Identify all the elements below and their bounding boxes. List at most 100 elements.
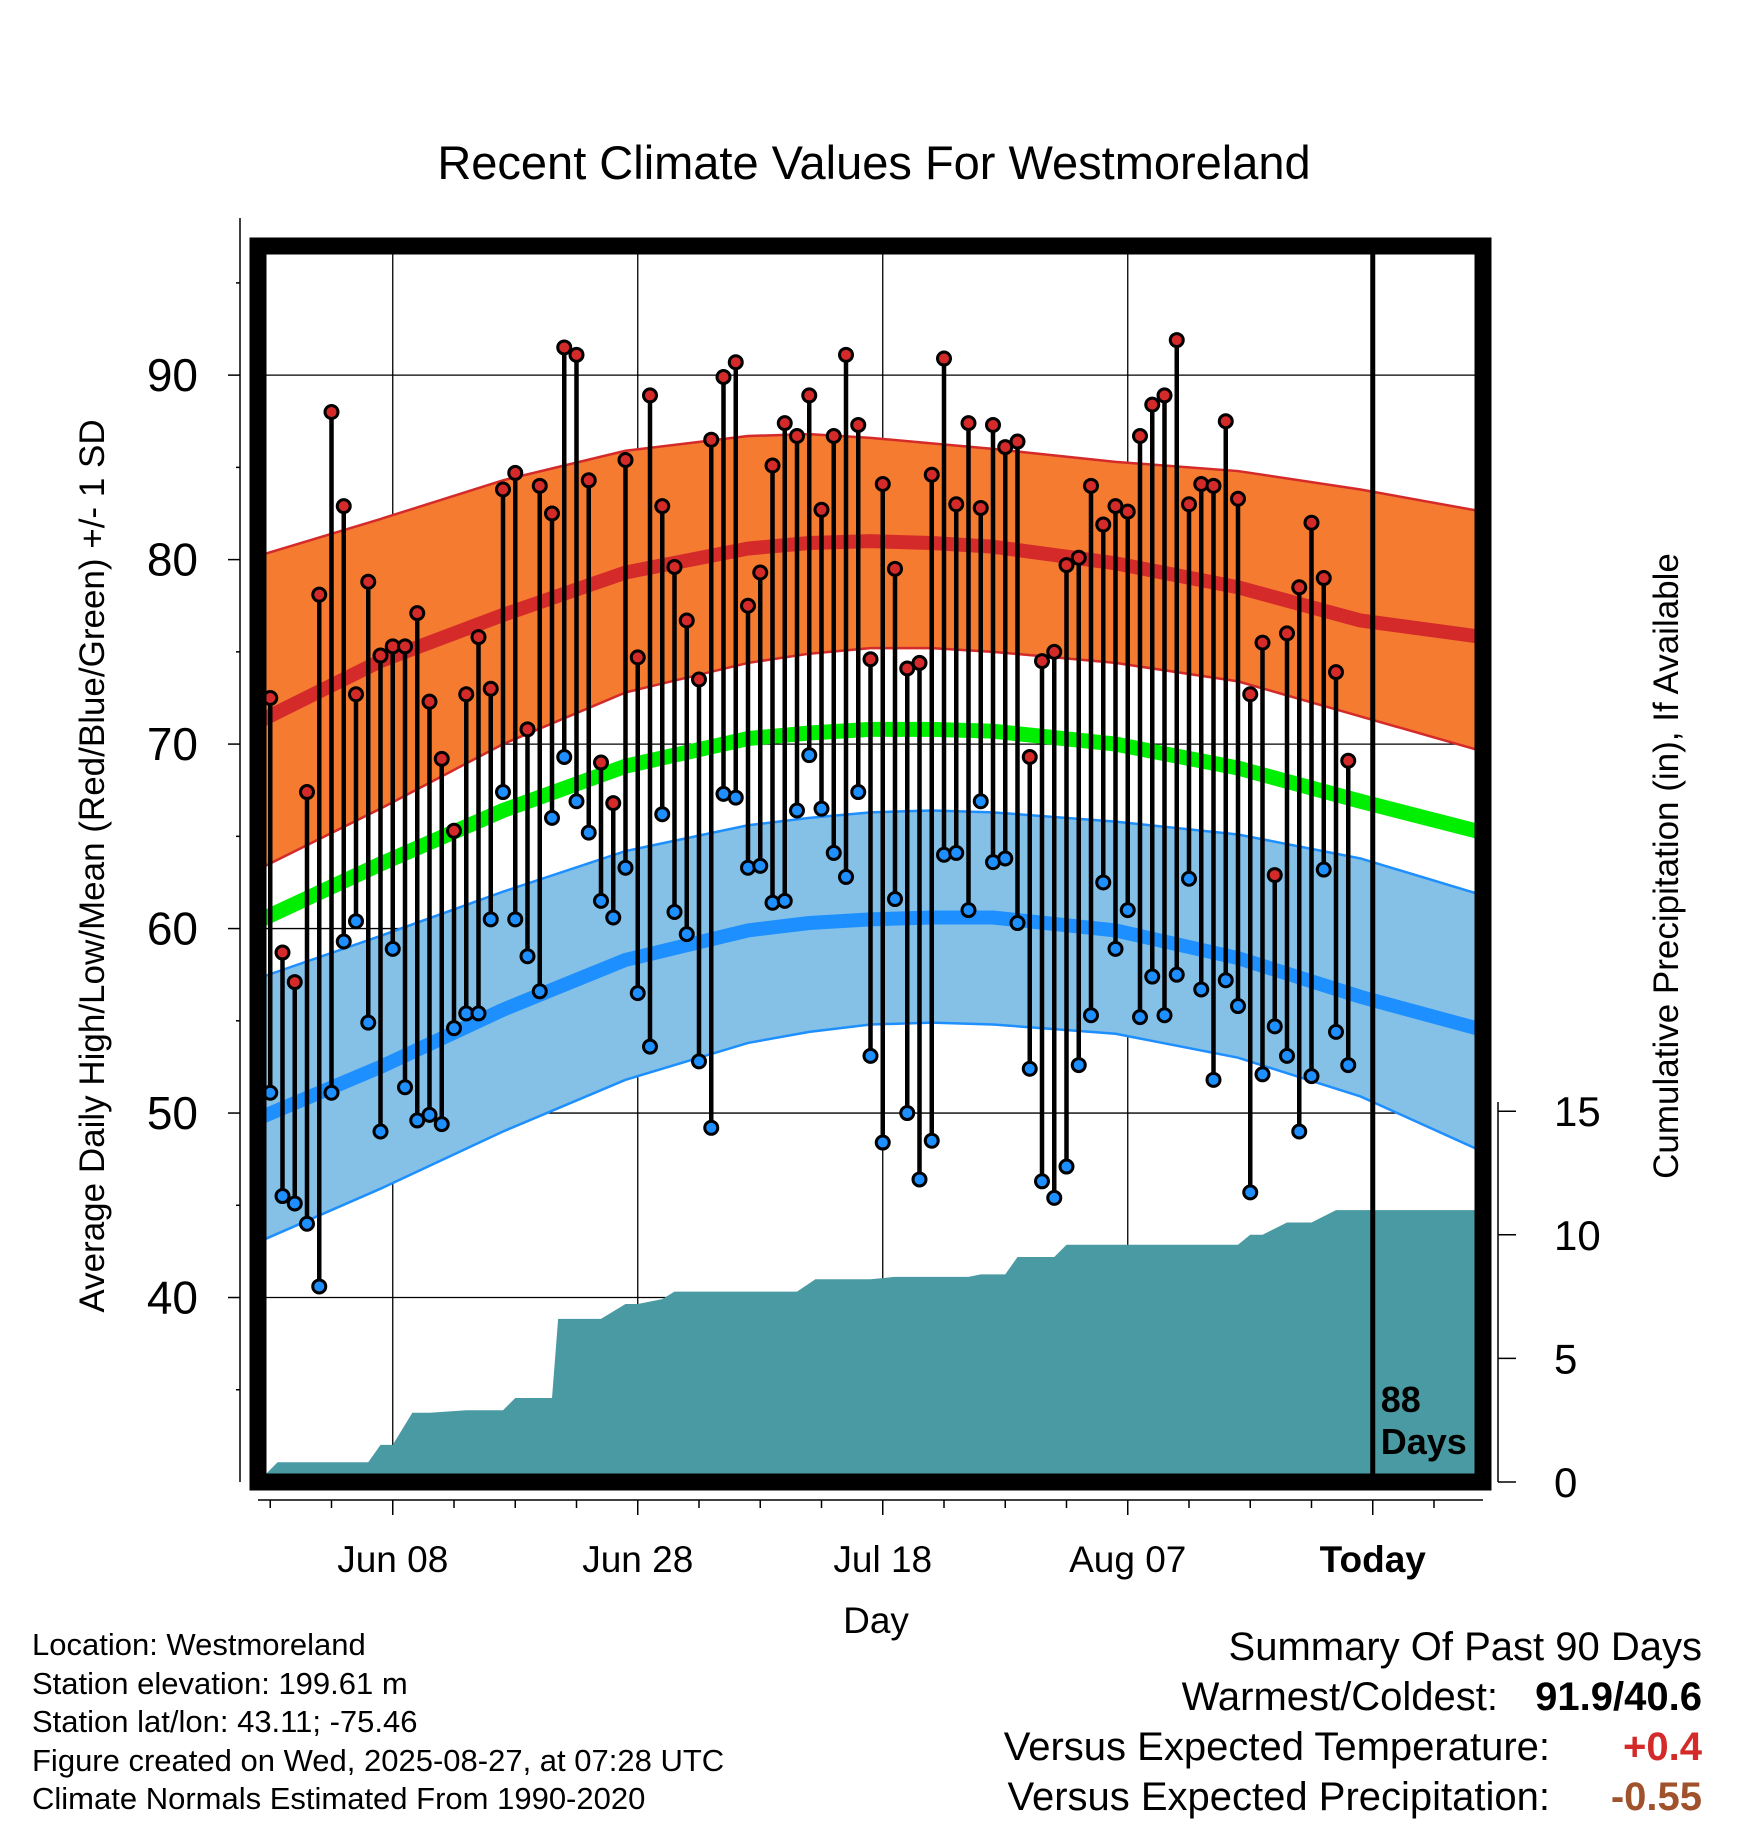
precip-area (258, 1210, 1483, 1482)
low-point (311, 1278, 328, 1295)
low-point (1254, 1066, 1271, 1083)
low-point (531, 983, 548, 1000)
high-point (789, 428, 805, 445)
low-point (960, 902, 977, 919)
high-point (470, 629, 487, 646)
high-point (1230, 490, 1246, 507)
high-point (838, 346, 854, 363)
y2-tick-label: 15 (1554, 1088, 1601, 1135)
low-point (519, 948, 536, 965)
low-point (1303, 1068, 1320, 1085)
low-point (299, 1215, 315, 1232)
low-point (372, 1123, 389, 1140)
low-point (666, 903, 683, 920)
low-point (470, 1005, 487, 1022)
high-point (874, 475, 891, 492)
low-point (1144, 968, 1161, 985)
high-point (1181, 496, 1197, 513)
high-point (433, 750, 450, 767)
temp-anomaly-label: Versus Expected Temperature: (1003, 1725, 1550, 1769)
low-point (850, 784, 867, 801)
low-point (1107, 940, 1124, 957)
high-point (360, 573, 377, 590)
high-point (923, 466, 940, 483)
y2-axis-label: Cumulative Precipitation (in), If Availa… (1647, 553, 1686, 1179)
high-point (446, 822, 462, 839)
low-point (482, 911, 499, 928)
low-point (948, 844, 965, 861)
high-point (1095, 516, 1112, 533)
high-point (580, 472, 597, 489)
low-point (654, 806, 671, 823)
high-point (372, 647, 389, 664)
high-point (629, 649, 646, 666)
y2-tick-label: 0 (1554, 1459, 1577, 1506)
y-tick-label: 90 (147, 349, 198, 401)
high-point (458, 686, 475, 703)
low-point (495, 784, 511, 801)
high-point (678, 612, 695, 629)
high-point (1132, 428, 1148, 445)
low-point (1328, 1023, 1344, 1040)
high-point (703, 431, 720, 448)
high-point (825, 428, 842, 445)
station-info: Location: Westmoreland Station elevation… (32, 1626, 724, 1819)
days-count-label: 88 (1381, 1379, 1421, 1420)
low-point (286, 1195, 303, 1212)
high-point (911, 654, 928, 671)
low-point (421, 1106, 438, 1123)
high-point (691, 671, 707, 688)
high-point (1291, 579, 1308, 596)
high-point (335, 498, 352, 515)
high-point (936, 350, 952, 367)
high-point (421, 693, 438, 710)
high-point (1009, 433, 1026, 450)
low-point (1205, 1071, 1222, 1088)
high-point (1254, 634, 1271, 651)
high-point (1144, 396, 1161, 413)
high-upper-edge (257, 432, 1484, 558)
high-point (605, 795, 622, 812)
precip-anomaly-row: Versus Expected Precipitation: -0.55 (1004, 1772, 1702, 1822)
high-point (568, 346, 585, 363)
low-point (1095, 874, 1112, 891)
low-point (446, 1020, 462, 1037)
low-point (923, 1132, 940, 1149)
low-point (1181, 870, 1197, 887)
high-point (482, 680, 499, 697)
high-point (752, 564, 769, 581)
low-point (1021, 1060, 1038, 1077)
low-point (1046, 1189, 1063, 1206)
high-point (286, 974, 303, 991)
low-point (568, 793, 585, 810)
low-point (348, 913, 364, 930)
low-point (1279, 1047, 1295, 1064)
y2-tick-label: 5 (1554, 1335, 1577, 1382)
low-point (397, 1079, 413, 1096)
low-point (617, 859, 634, 876)
x-tick-label: Today (1320, 1539, 1427, 1580)
low-point (1291, 1123, 1308, 1140)
high-point (715, 368, 732, 385)
low-point (629, 985, 646, 1002)
high-point (1303, 514, 1320, 531)
low-point (813, 800, 830, 817)
x-tick-label: Aug 07 (1069, 1539, 1186, 1580)
normals-line: Climate Normals Estimated From 1990-2020 (32, 1781, 646, 1816)
high-point (556, 339, 573, 356)
low-point (1132, 1009, 1148, 1026)
chart-title: Recent Climate Values For Westmoreland (437, 136, 1310, 189)
low-point (838, 868, 854, 885)
low-point (556, 749, 573, 766)
low-point (384, 940, 401, 957)
low-point (1156, 1007, 1173, 1024)
high-point (813, 501, 830, 518)
low-point (1034, 1173, 1050, 1190)
high-point (1083, 477, 1099, 494)
low-point (972, 793, 989, 810)
low-point (1058, 1158, 1075, 1175)
low-point (825, 844, 842, 861)
low-point (1266, 1018, 1283, 1035)
